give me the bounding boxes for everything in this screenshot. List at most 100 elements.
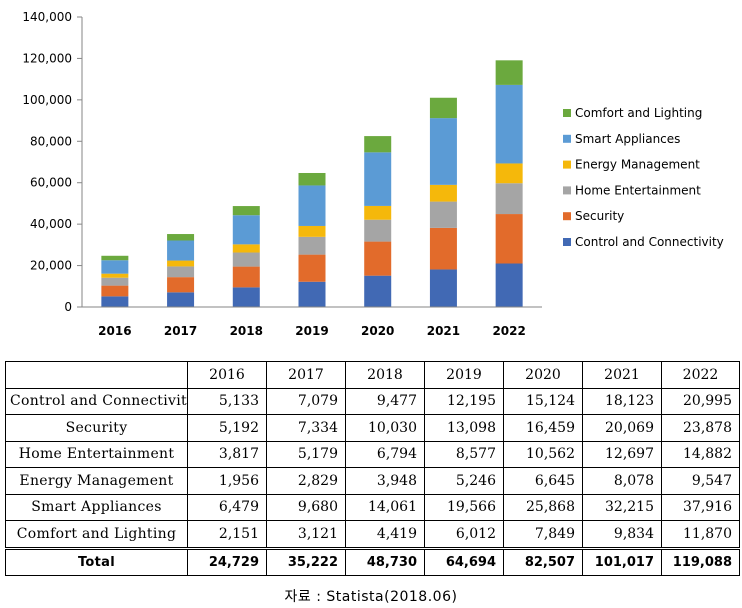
value-cell: 19,566 [424,493,504,521]
legend-label: Energy Management [575,158,700,172]
row-label-cell: Total [5,546,188,576]
legend-label: Smart Appliances [575,132,680,146]
table-total-row: Total 24,729 35,222 48,730 64,694 82,507 101,0… [5,546,740,576]
bar-segment [495,60,523,85]
value-cell: 16,459 [503,414,583,442]
value-cell: 9,680 [266,493,346,521]
value-cell: 11,870 [661,520,740,549]
table-row: Smart Appliances 6,479 9,680 14,061 19,566 25… [5,493,740,521]
bar-segment [298,254,326,282]
legend-label: Home Entertainment [575,183,701,197]
value-cell: 18,123 [582,387,662,415]
bar-segment [101,285,129,297]
row-label-cell: Home Entertainment [5,440,188,468]
value-cell: 25,868 [503,493,583,521]
bar-segment [232,244,260,253]
value-cell: 5,179 [266,440,346,468]
value-cell: 6,012 [424,520,504,549]
bar-segment [364,219,392,242]
bar-segment [495,163,523,184]
value-cell: 1,956 [187,467,267,495]
table-header-cell: 2021 [582,361,662,389]
value-cell: 32,215 [582,493,662,521]
y-tick-label: 80,000 [30,134,72,148]
table-header-cell: 2016 [187,361,267,389]
bar-segment [429,97,457,119]
value-cell: 4,419 [345,520,425,549]
legend-swatch [563,212,571,221]
bar-segment [167,260,195,267]
value-cell: 2,829 [266,467,346,495]
value-cell: 6,479 [187,493,267,521]
legend-label: Comfort and Lighting [575,106,702,120]
legend-swatch [563,134,571,143]
legend-swatch [563,109,571,117]
value-cell: 7,849 [503,520,583,549]
table-header-cell [5,361,188,389]
bar-segment [232,266,260,288]
value-cell: 82,507 [503,546,583,576]
row-label-cell: Comfort and Lighting [5,520,188,549]
value-cell: 3,817 [187,440,267,468]
bar-segment [364,152,392,206]
value-cell: 6,794 [345,440,425,468]
value-cell: 10,030 [345,414,425,442]
bar-segment [429,118,457,185]
bar-segment [429,184,457,202]
bar-segment [232,206,260,216]
bar-segment [101,260,129,274]
value-cell: 9,834 [582,520,662,549]
table-row: Comfort and Lighting 2,151 3,121 4,419 6,012… [5,520,740,549]
value-cell: 5,192 [187,414,267,442]
table-header-row: 2016 2017 2018 2019 2020 2021 2022 [5,361,740,389]
value-cell: 14,061 [345,493,425,521]
value-cell: 10,562 [503,440,583,468]
table-header-cell: 2018 [345,361,425,389]
x-tick-label: 2018 [230,324,263,338]
bar-segment [298,281,326,307]
value-cell: 8,078 [582,467,662,495]
y-tick-label: 120,000 [22,51,72,65]
bar-segment [232,287,260,307]
value-cell: 6,645 [503,467,583,495]
value-cell: 13,098 [424,414,504,442]
value-cell: 37,916 [661,493,740,521]
row-label-cell: Security [5,414,188,442]
legend-label: Security [575,209,624,223]
bar-segment [298,172,326,186]
y-tick-label: 40,000 [30,217,72,231]
bar-segment [101,277,129,286]
value-cell: 9,477 [345,387,425,415]
bar-segment [167,277,195,293]
y-tick-label: 60,000 [30,176,72,190]
bar-segment [298,225,326,237]
value-cell: 3,121 [266,520,346,549]
value-cell: 48,730 [345,546,425,576]
stacked-bar-chart: 0 20,000 40,000 60,000 80,000 100,000 120,000 1… [22,10,724,338]
bar-segment [495,214,523,264]
table-body: Control and Connectivity 5,133 7,079 9,477 1… [5,387,740,576]
value-cell: 119,088 [661,546,740,576]
legend-swatch [563,160,571,169]
bar-segment [101,273,129,278]
value-cell: 24,729 [187,546,267,576]
table-header-cell: 2017 [266,361,346,389]
legend-label: Control and Connectivity [575,235,724,249]
bar-segment [167,240,195,261]
table-header-cell: 2019 [424,361,504,389]
legend: Comfort and Lighting Smart Appliances Ener… [563,106,724,249]
bar-segment [167,266,195,278]
table-header-cell: 2020 [503,361,583,389]
data-table: 2016 2017 2018 2019 2020 2021 2022 Contr… [5,361,740,576]
value-cell: 12,195 [424,387,504,415]
value-cell: 12,697 [582,440,662,468]
bar-segment [429,227,457,270]
value-cell: 23,878 [661,414,740,442]
value-cell: 7,334 [266,414,346,442]
value-cell: 8,577 [424,440,504,468]
y-tick-label: 100,000 [22,93,72,107]
value-cell: 2,151 [187,520,267,549]
x-tick-label: 2022 [492,324,525,338]
x-tick-label: 2017 [164,324,197,338]
value-cell: 20,995 [661,387,740,415]
